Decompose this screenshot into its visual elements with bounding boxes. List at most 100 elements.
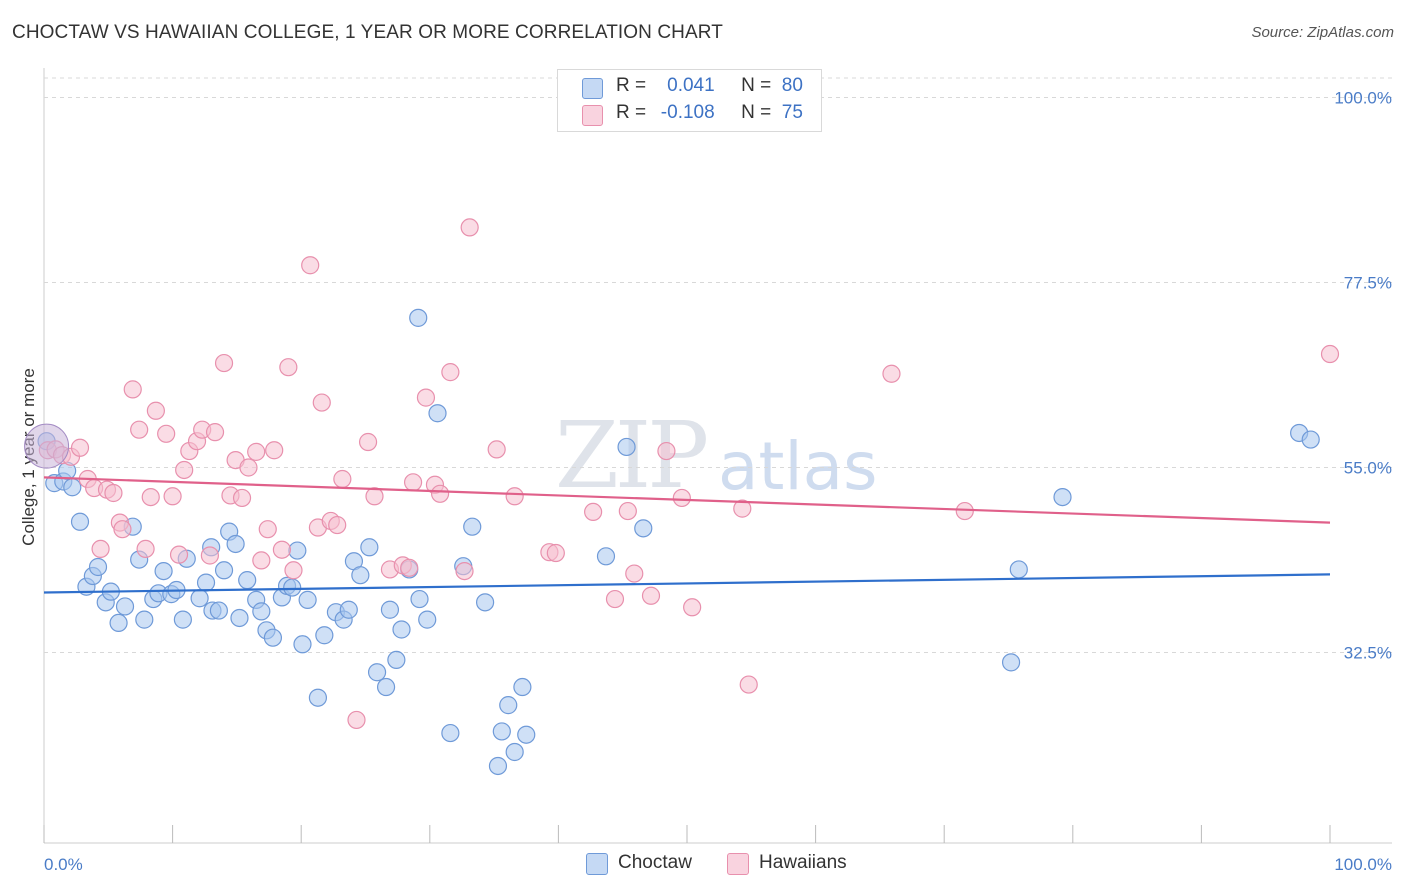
hawaiian-point: [584, 502, 603, 521]
hawaiian-trend-line: [43, 476, 1331, 524]
hawaiian-point: [200, 546, 219, 565]
hawaiian-point: [625, 564, 644, 583]
hawaiian-point: [441, 363, 460, 382]
choctaw-point: [634, 519, 653, 538]
y-tick-label: 55.0%: [1344, 459, 1392, 478]
hawaiian-point: [333, 469, 352, 489]
choctaw-point: [70, 512, 90, 531]
choctaw-point: [418, 610, 437, 629]
hawaiian-point: [672, 488, 691, 508]
choctaw-point: [308, 688, 328, 707]
hawaiian-point: [205, 423, 225, 442]
hawaiian-point: [113, 520, 132, 539]
choctaw-point: [441, 723, 460, 743]
choctaw-point: [298, 590, 317, 609]
choctaw-point: [196, 573, 216, 592]
x-tick-label: 100.0%: [1334, 855, 1392, 874]
legend-swatch-hawaiians: [582, 105, 603, 126]
watermark-atlas: atlas: [718, 428, 878, 505]
hawaiian-point: [328, 515, 347, 535]
bottom-legend-swatch-choctaw: [586, 853, 608, 875]
y-tick-label: 100.0%: [1334, 89, 1392, 108]
hawaiian-point: [641, 586, 661, 605]
choctaw-point: [173, 610, 192, 629]
choctaw-point: [339, 600, 358, 619]
overlap-point-large: [24, 423, 70, 469]
hawaiian-point: [347, 710, 366, 730]
choctaw-point: [190, 589, 209, 608]
choctaw-point: [387, 650, 406, 670]
choctaw-point: [517, 725, 536, 744]
choctaw-point: [410, 589, 429, 609]
hawaiian-point: [455, 561, 474, 581]
hawaiian-point: [955, 501, 974, 521]
choctaw-point: [505, 742, 524, 762]
hawaiian-point: [358, 432, 378, 452]
legend-r-label: R =: [616, 75, 647, 96]
choctaw-point: [380, 600, 400, 619]
hawaiian-point: [487, 440, 506, 459]
choctaw-point: [230, 608, 249, 628]
legend-n-value: 80: [781, 75, 803, 96]
choctaw-point: [263, 628, 283, 647]
hawaiian-point: [739, 675, 758, 694]
hawaiian-point: [416, 388, 436, 407]
choctaw-point: [293, 635, 312, 654]
choctaw-point: [367, 663, 387, 682]
hawaiian-point: [146, 401, 165, 420]
choctaw-point: [283, 578, 302, 597]
hawaiian-point: [657, 441, 676, 461]
hawaiian-point: [252, 551, 271, 570]
hawaiian-point: [365, 487, 384, 506]
hawaiian-point: [136, 539, 155, 559]
hawaiian-point: [505, 487, 524, 506]
choctaw-point: [154, 561, 173, 581]
x-tick-label: 0.0%: [44, 855, 83, 874]
choctaw-point: [351, 566, 370, 585]
chart-title: CHOCTAW VS HAWAIIAN COLLEGE, 1 YEAR OR M…: [12, 22, 723, 43]
choctaw-point: [1053, 488, 1072, 507]
hawaiian-point: [882, 364, 901, 383]
hawaiian-point: [312, 393, 331, 412]
hawaiian-point: [232, 488, 252, 508]
bottom-legend-label-hawaiians: Hawaiians: [759, 852, 847, 873]
legend-n-label: N =: [741, 102, 772, 123]
hawaiian-point: [247, 442, 266, 461]
hawaiian-point: [430, 484, 450, 503]
legend-r-value: -0.108: [660, 102, 715, 123]
hawaiian-point: [733, 499, 752, 518]
hawaiian-point: [683, 598, 702, 617]
hawaiian-point: [175, 460, 194, 480]
hawaiian-point: [460, 218, 479, 237]
choctaw-trend-line: [43, 573, 1331, 594]
hawaiian-point: [403, 473, 423, 492]
choctaw-point: [109, 613, 128, 633]
legend-r-label: R =: [616, 102, 647, 123]
legend-swatch-choctaw: [582, 78, 603, 99]
hawaiian-point: [239, 458, 258, 477]
hawaiian-point: [272, 540, 292, 559]
hawaiian-point: [284, 561, 303, 580]
choctaw-point: [63, 478, 82, 497]
choctaw-point: [209, 601, 228, 620]
hawaiian-point: [400, 558, 419, 577]
hawaiian-point: [301, 256, 320, 275]
choctaw-point: [115, 597, 135, 616]
hawaiian-point: [104, 483, 123, 503]
hawaiian-point: [265, 441, 284, 460]
choctaw-point: [315, 626, 334, 645]
choctaw-point: [1009, 560, 1028, 579]
choctaw-point: [409, 308, 428, 327]
hawaiian-point: [141, 488, 160, 507]
hawaiian-point: [169, 545, 189, 564]
hawaiian-point: [130, 420, 149, 439]
hawaiian-point: [70, 438, 90, 457]
choctaw-point: [392, 620, 411, 639]
choctaw-point: [463, 517, 482, 536]
choctaw-point: [376, 677, 396, 697]
hawaiian-point: [1320, 344, 1340, 364]
choctaw-point: [428, 404, 447, 423]
choctaw-point: [226, 534, 245, 554]
legend-n-label: N =: [741, 75, 772, 96]
